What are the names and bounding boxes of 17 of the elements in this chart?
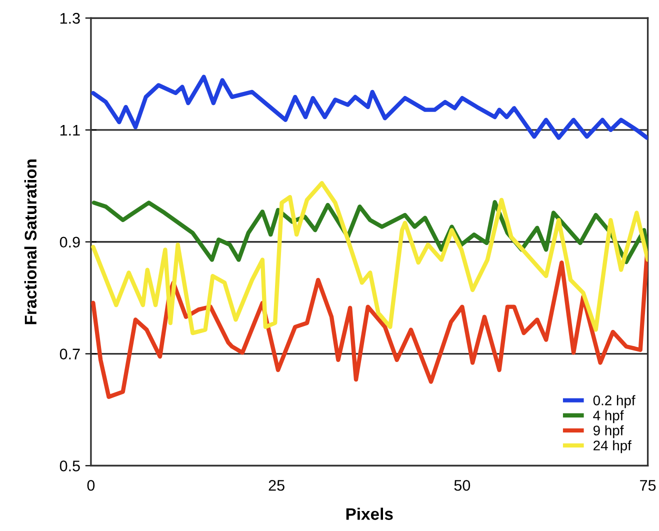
- line-series: [91, 181, 648, 336]
- legend-label: 4 hpf: [593, 410, 624, 424]
- y-tick-label: 0.9: [60, 236, 80, 248]
- x-tick-label: 50: [454, 480, 470, 491]
- y-tick-label: 0.5: [60, 460, 80, 472]
- y-tick-label: 0.7: [60, 348, 80, 360]
- legend-label: 9 hpf: [593, 425, 624, 438]
- x-tick-label: 0: [87, 480, 95, 491]
- legend-label: 0.2 hpf: [593, 395, 636, 408]
- line-series: [91, 74, 648, 140]
- y-axis-title: Fractional Saturation: [24, 160, 37, 324]
- y-tick-label: 1.3: [60, 12, 80, 24]
- x-tick-label: 75: [640, 480, 656, 491]
- y-tick-label: 1.1: [60, 124, 80, 136]
- x-tick-label: 25: [268, 480, 284, 491]
- legend-label: 24 hpf: [594, 440, 632, 454]
- x-axis-title: Pixels: [346, 508, 393, 520]
